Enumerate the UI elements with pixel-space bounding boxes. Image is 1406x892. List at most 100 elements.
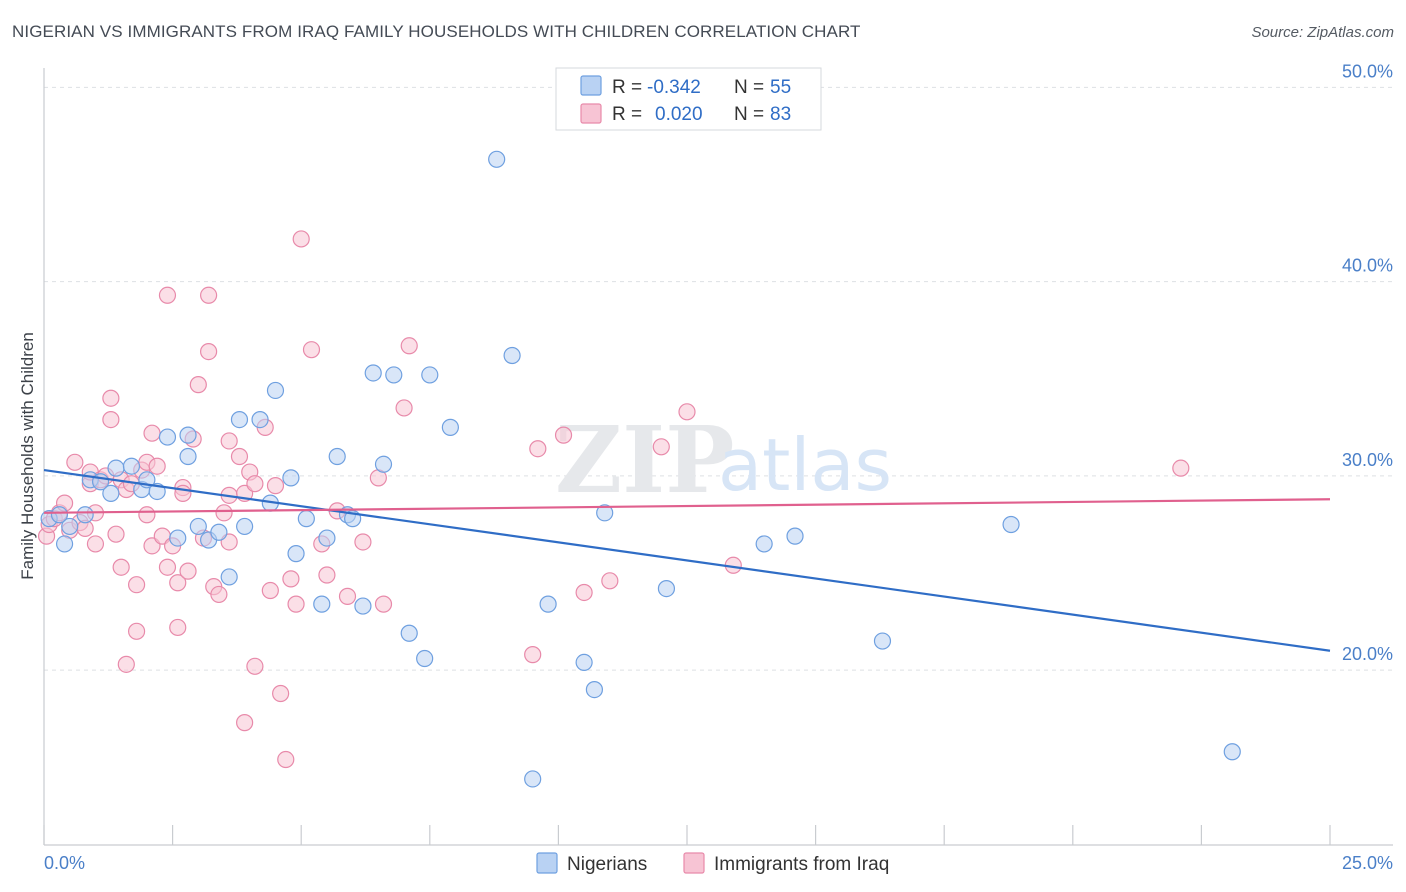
point-nigerians — [158, 428, 177, 446]
point-nigerians — [524, 770, 542, 788]
point-iraq — [117, 655, 135, 673]
point-iraq — [302, 341, 321, 359]
legend-r-label-iraq: R = — [612, 104, 642, 125]
point-nigerians — [313, 595, 331, 613]
grid — [44, 86, 1393, 671]
point-nigerians — [488, 150, 506, 168]
point-iraq — [277, 750, 295, 769]
bottom-legend-swatch-nigerians — [536, 852, 558, 874]
point-nigerians — [76, 506, 94, 524]
point-nigerians — [297, 510, 315, 528]
point-iraq — [179, 562, 197, 580]
point-nigerians — [786, 527, 804, 545]
point-nigerians — [282, 469, 300, 487]
point-nigerians — [441, 418, 459, 436]
point-iraq — [292, 230, 310, 248]
point-nigerians — [596, 504, 614, 522]
legend-n-value-nigerians: 55 — [770, 77, 791, 98]
point-iraq — [400, 337, 418, 355]
legend-n-label-nigerians: N = — [734, 77, 764, 98]
point-iraq — [148, 457, 166, 475]
y-tick-label: 40.0% — [1342, 256, 1393, 276]
legend-n-label-iraq: N = — [734, 104, 764, 125]
point-nigerians — [575, 653, 593, 672]
legend: R = -0.342 N = 55 R = 0.020 N = 83 — [555, 67, 822, 131]
point-iraq — [127, 576, 146, 594]
point-iraq — [230, 447, 249, 466]
legend-swatch-nigerians — [580, 75, 602, 96]
point-iraq — [215, 504, 233, 522]
point-nigerians — [102, 484, 120, 503]
point-iraq — [287, 595, 305, 613]
point-iraq — [652, 438, 670, 456]
point-iraq — [395, 399, 413, 417]
point-iraq — [158, 558, 177, 576]
y-tick-label: 20.0% — [1342, 644, 1393, 664]
axes — [43, 68, 1393, 846]
point-iraq — [266, 477, 285, 495]
point-nigerians — [1223, 743, 1241, 761]
point-nigerians — [251, 410, 269, 429]
watermark: ZIP atlas — [555, 406, 892, 514]
point-iraq — [66, 453, 84, 471]
point-iraq — [102, 410, 120, 429]
point-nigerians — [50, 506, 69, 524]
point-iraq — [282, 570, 300, 588]
point-nigerians — [585, 680, 604, 699]
point-nigerians — [169, 529, 187, 547]
point-iraq — [169, 574, 187, 592]
point-nigerians — [230, 410, 249, 429]
point-iraq — [554, 426, 573, 444]
series-nigerians-points — [40, 150, 1241, 788]
watermark-zip: ZIP — [555, 406, 734, 514]
point-iraq — [86, 535, 105, 553]
y-tick-label: 50.0% — [1342, 61, 1393, 81]
point-iraq — [158, 286, 177, 304]
y-axis-title: Family Households with Children — [18, 332, 37, 580]
point-nigerians — [122, 457, 141, 475]
legend-r-value-iraq: 0.020 — [655, 104, 703, 125]
point-nigerians — [364, 364, 382, 382]
trend-line-nigerians — [43, 469, 1331, 652]
point-iraq — [112, 558, 130, 576]
legend-r-label-nigerians: R = — [612, 77, 642, 98]
point-nigerians — [179, 447, 197, 466]
point-nigerians — [210, 523, 228, 541]
point-nigerians — [374, 455, 393, 473]
point-iraq — [575, 583, 593, 602]
bottom-legend-label-iraq: Immigrants from Iraq — [714, 854, 889, 875]
y-tick-label: 30.0% — [1342, 450, 1393, 470]
chart-title: NIGERIAN VS IMMIGRANTS FROM IRAQ FAMILY … — [12, 22, 861, 41]
point-nigerians — [416, 649, 434, 668]
point-iraq — [318, 566, 336, 584]
point-nigerians — [400, 624, 418, 642]
point-iraq — [601, 572, 619, 590]
point-iraq — [354, 533, 372, 551]
point-iraq — [200, 286, 218, 304]
bottom-legend-label-nigerians: Nigerians — [567, 854, 647, 875]
point-iraq — [524, 646, 542, 664]
legend-n-value-iraq: 83 — [770, 104, 791, 125]
point-iraq — [374, 595, 393, 613]
point-nigerians — [318, 529, 336, 547]
point-iraq — [169, 618, 187, 637]
point-nigerians — [503, 346, 521, 365]
point-nigerians — [266, 381, 285, 400]
point-iraq — [246, 657, 264, 675]
point-iraq — [107, 525, 125, 543]
trend-lines — [43, 469, 1331, 652]
watermark-atlas: atlas — [718, 423, 892, 507]
y-tick-labels: 20.0% 30.0% 40.0% 50.0% — [1342, 61, 1393, 664]
point-nigerians — [755, 535, 773, 553]
bottom-legend-swatch-iraq — [683, 852, 705, 874]
x-ticks — [43, 825, 1331, 845]
point-nigerians — [657, 579, 676, 598]
point-nigerians — [328, 447, 346, 466]
x-tick-label-min: 0.0% — [44, 853, 85, 873]
legend-swatch-iraq — [580, 103, 602, 124]
x-tick-label-max: 25.0% — [1342, 853, 1393, 873]
point-iraq — [529, 440, 547, 458]
point-iraq — [272, 684, 290, 703]
point-iraq — [261, 581, 279, 600]
point-nigerians — [107, 459, 125, 477]
